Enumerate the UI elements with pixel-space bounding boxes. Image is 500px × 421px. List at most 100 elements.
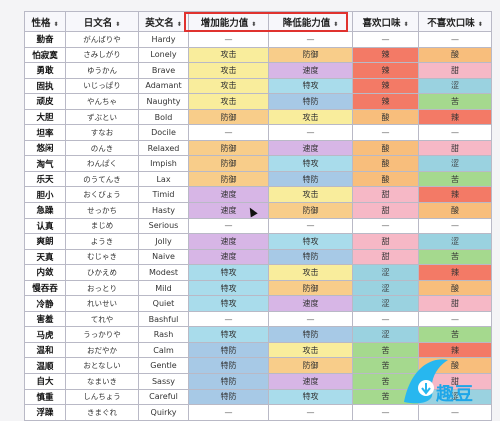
nature-name-jp: まじめ	[65, 217, 139, 235]
column-header[interactable]: 性格 ⬍	[24, 11, 66, 32]
decreased-stat: 特攻	[268, 77, 353, 95]
increased-stat: 攻击	[188, 46, 269, 64]
nature-name-cn: 固执	[24, 77, 66, 95]
decreased-stat: 防御	[268, 279, 353, 297]
sort-icon[interactable]: ⬍	[176, 20, 182, 28]
nature-name-en: Mild	[138, 279, 189, 297]
sort-icon[interactable]: ⬍	[115, 20, 121, 28]
increased-stat: 特攻	[188, 279, 269, 297]
nature-name-cn: 胆小	[24, 186, 66, 204]
nature-name-jp: おとなしい	[65, 357, 139, 375]
nature-name-jp: のうてんき	[65, 170, 139, 188]
column-header[interactable]: 日文名 ⬍	[65, 11, 139, 32]
nature-name-jp: ずぶとい	[65, 108, 139, 126]
table-row: 害羞 てれや Bashful — — — —	[24, 310, 492, 328]
nature-name-en: Docile	[138, 124, 189, 141]
sort-icon[interactable]: ⬍	[477, 20, 483, 28]
increased-stat: 防御	[188, 170, 269, 188]
nature-name-en: Bold	[138, 108, 189, 126]
liked-flavor: 酸	[352, 155, 419, 172]
disliked-flavor: 甜	[418, 295, 492, 312]
table-row: 急躁 せっかち Hasty 速度 防御甜酸	[24, 202, 492, 219]
column-header-label: 性格	[31, 17, 51, 29]
table-row: 固执 いじっぱり Adamant 攻击 特攻辣涩	[24, 77, 492, 95]
nature-name-cn: 温顺	[24, 357, 66, 375]
column-header[interactable]: 不喜欢口味 ⬍	[418, 11, 492, 32]
column-header-label: 增加能力值	[200, 17, 249, 29]
increased-stat: 速度	[188, 233, 269, 250]
increased-stat: —	[188, 310, 269, 328]
disliked-flavor: 涩	[418, 155, 492, 172]
sort-icon[interactable]: ⬍	[333, 20, 339, 28]
table-row: 勇敢 ゆうかん Brave 攻击 速度辣甜	[24, 62, 492, 79]
nature-name-cn: 冷静	[24, 295, 66, 312]
column-header[interactable]: 英文名 ⬍	[138, 11, 189, 32]
nature-name-cn: 慎重	[24, 388, 66, 406]
disliked-flavor: 苦	[418, 93, 492, 110]
liked-flavor: 辣	[352, 77, 419, 95]
sort-icon[interactable]: ⬍	[403, 20, 409, 28]
sort-icon[interactable]: ⬍	[251, 20, 257, 28]
nature-name-jp: いじっぱり	[65, 77, 139, 95]
table-row: 内敛 ひかえめ Modest 特攻 攻击涩辣	[24, 264, 492, 281]
disliked-flavor: 酸	[418, 279, 492, 297]
table-row: 勤奋 がんばりや Hardy — — — —	[24, 31, 492, 48]
table-row: 马虎 うっかりや Rash 特攻 特防涩苦	[24, 326, 492, 343]
nature-name-en: Quirky	[138, 404, 189, 421]
nature-name-cn: 顽皮	[24, 93, 66, 110]
column-header[interactable]: 喜欢口味 ⬍	[352, 11, 419, 32]
decreased-stat: 防御	[268, 46, 353, 64]
table-row: 自大 なまいき Sassy 特防 速度苦甜	[24, 373, 492, 390]
nature-name-en: Naive	[138, 248, 189, 266]
nature-name-cn: 勤奋	[24, 31, 66, 48]
liked-flavor: —	[352, 31, 419, 48]
nature-name-en: Quiet	[138, 295, 189, 312]
nature-name-en: Naughty	[138, 93, 189, 110]
disliked-flavor: —	[418, 31, 492, 48]
nature-name-jp: きまぐれ	[65, 404, 139, 421]
decreased-stat: 防御	[268, 357, 353, 375]
liked-flavor: 甜	[352, 186, 419, 204]
nature-name-cn: 马虎	[24, 326, 66, 343]
nature-name-cn: 温和	[24, 341, 66, 359]
liked-flavor: 甜	[352, 202, 419, 219]
increased-stat: 攻击	[188, 93, 269, 110]
nature-name-en: Jolly	[138, 233, 189, 250]
disliked-flavor: 甜	[418, 139, 492, 157]
column-header-label: 降低能力值	[282, 17, 331, 29]
table-row: 坦率 すなお Docile — — — —	[24, 124, 492, 141]
nature-name-jp: さみしがり	[65, 46, 139, 64]
increased-stat: 防御	[188, 139, 269, 157]
liked-flavor: 涩	[352, 295, 419, 312]
decreased-stat: 特防	[268, 326, 353, 343]
decreased-stat: 速度	[268, 62, 353, 79]
increased-stat: 特防	[188, 341, 269, 359]
column-header[interactable]: 增加能力值 ⬍	[188, 11, 269, 32]
table-row: 悠闲 のんき Relaxed 防御 速度酸甜	[24, 139, 492, 157]
liked-flavor: 辣	[352, 93, 419, 110]
nature-name-jp: ひかえめ	[65, 264, 139, 281]
nature-name-jp: おだやか	[65, 341, 139, 359]
nature-name-en: Sassy	[138, 373, 189, 390]
disliked-flavor: 涩	[418, 233, 492, 250]
liked-flavor: 酸	[352, 108, 419, 126]
nature-name-cn: 淘气	[24, 155, 66, 172]
disliked-flavor: —	[418, 310, 492, 328]
increased-stat: 特攻	[188, 295, 269, 312]
disliked-flavor: 辣	[418, 264, 492, 281]
nature-name-en: Relaxed	[138, 139, 189, 157]
nature-name-cn: 自大	[24, 373, 66, 390]
table-row: 冷静 れいせい Quiet 特攻 速度涩甜	[24, 295, 492, 312]
increased-stat: 特攻	[188, 326, 269, 343]
nature-name-jp: やんちゃ	[65, 93, 139, 110]
watermark-text: 趣豆	[436, 384, 474, 405]
nature-name-jp: がんばりや	[65, 31, 139, 48]
nature-name-en: Lonely	[138, 46, 189, 64]
column-header[interactable]: 降低能力值 ⬍	[268, 11, 353, 32]
header-row: 性格 ⬍ 日文名 ⬍ 英文名 ⬍ 增加能力值 ⬍ 降低能力值 ⬍ 喜欢口味 ⬍ 不喜欢口味 ⬍	[24, 11, 492, 32]
decreased-stat: —	[268, 217, 353, 235]
nature-name-cn: 内敛	[24, 264, 66, 281]
increased-stat: —	[188, 124, 269, 141]
sort-icon[interactable]: ⬍	[53, 20, 59, 28]
disliked-flavor: —	[418, 217, 492, 235]
